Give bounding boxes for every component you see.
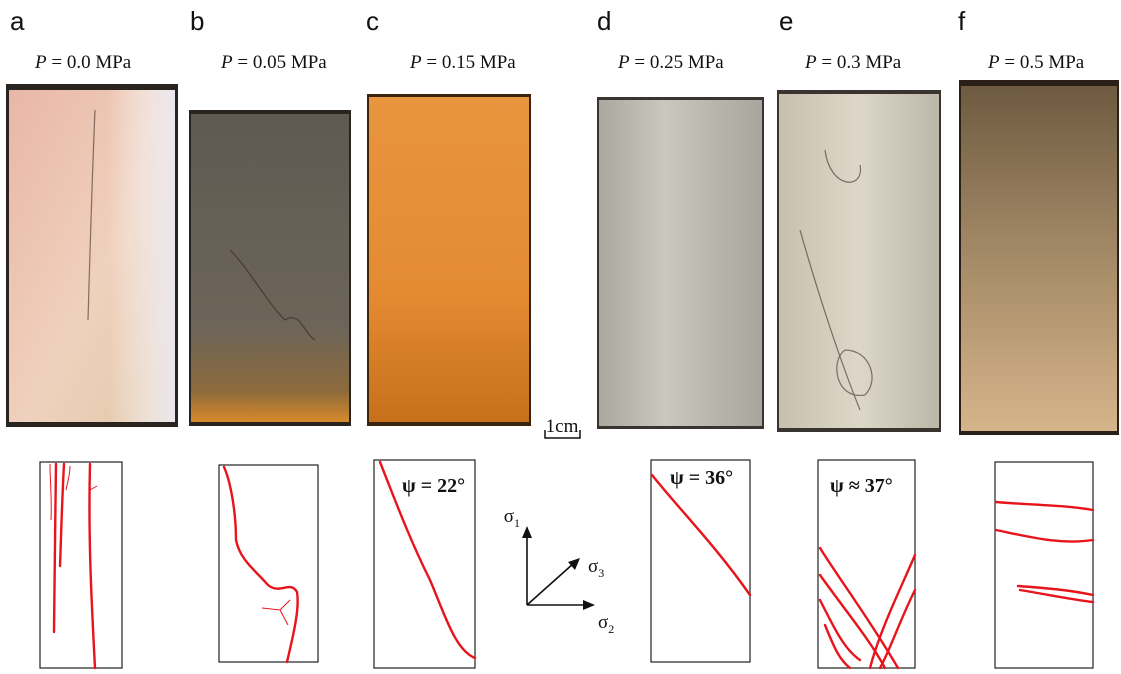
pressure-label: P = 0.15 MPa <box>409 52 516 73</box>
stress-axes <box>522 526 595 610</box>
pressure-label: P = 0.0 MPa <box>34 52 132 73</box>
specimen-photo <box>777 90 941 432</box>
panel-letter: f <box>958 6 966 36</box>
pressure-label: P = 0.5 MPa <box>987 52 1085 73</box>
stress-subscript: 2 <box>608 622 614 636</box>
panel-letter: e <box>779 6 793 36</box>
stress-symbol: σ <box>598 612 608 633</box>
stress-subscript: 3 <box>598 566 604 580</box>
pressure-symbol: P <box>409 52 422 73</box>
crack-sketch <box>995 462 1093 668</box>
pressure-label: P = 0.05 MPa <box>220 52 327 73</box>
panel-letter: c <box>366 6 379 36</box>
pressure-text: = 0.3 MPa <box>821 52 901 73</box>
pressure-text: = 0.15 MPa <box>426 52 516 73</box>
crack-sketch <box>219 465 318 662</box>
stress-symbol: σ <box>504 506 514 527</box>
panel-letter: d <box>597 6 611 36</box>
pressure-text: = 0.05 MPa <box>237 52 327 73</box>
crack-sketch <box>651 460 750 662</box>
stress-symbol: σ <box>588 556 598 577</box>
pressure-symbol: P <box>34 52 47 73</box>
angle-label: ψ = 36° <box>670 467 733 489</box>
specimen-photo <box>959 80 1119 435</box>
pressure-text: = 0.0 MPa <box>51 52 131 73</box>
stress-label: σ2 <box>598 612 614 636</box>
pressure-symbol: P <box>220 52 233 73</box>
specimen-photo <box>367 94 531 426</box>
stress-label: σ1 <box>504 506 520 530</box>
specimen-photo <box>6 84 178 427</box>
scale-label: 1cm <box>546 416 579 437</box>
crack-sketch <box>40 462 122 668</box>
panel-letter: a <box>10 6 25 36</box>
angle-label: ψ ≈ 37° <box>830 475 893 497</box>
stress-label: σ3 <box>588 556 604 580</box>
figure: a b c d e f P = 0.0 MPa P = 0.05 MPa P =… <box>0 0 1121 674</box>
stress-subscript: 1 <box>514 516 520 530</box>
pressure-symbol: P <box>804 52 817 73</box>
specimen-photo <box>189 110 351 426</box>
angle-label: ψ = 22° <box>402 475 465 497</box>
panel-letter: b <box>190 6 204 36</box>
pressure-label: P = 0.25 MPa <box>617 52 724 73</box>
pressure-text: = 0.25 MPa <box>634 52 724 73</box>
pressure-text: = 0.5 MPa <box>1004 52 1084 73</box>
pressure-symbol: P <box>987 52 1000 73</box>
pressure-symbol: P <box>617 52 630 73</box>
pressure-label: P = 0.3 MPa <box>804 52 902 73</box>
specimen-photo <box>597 97 764 429</box>
